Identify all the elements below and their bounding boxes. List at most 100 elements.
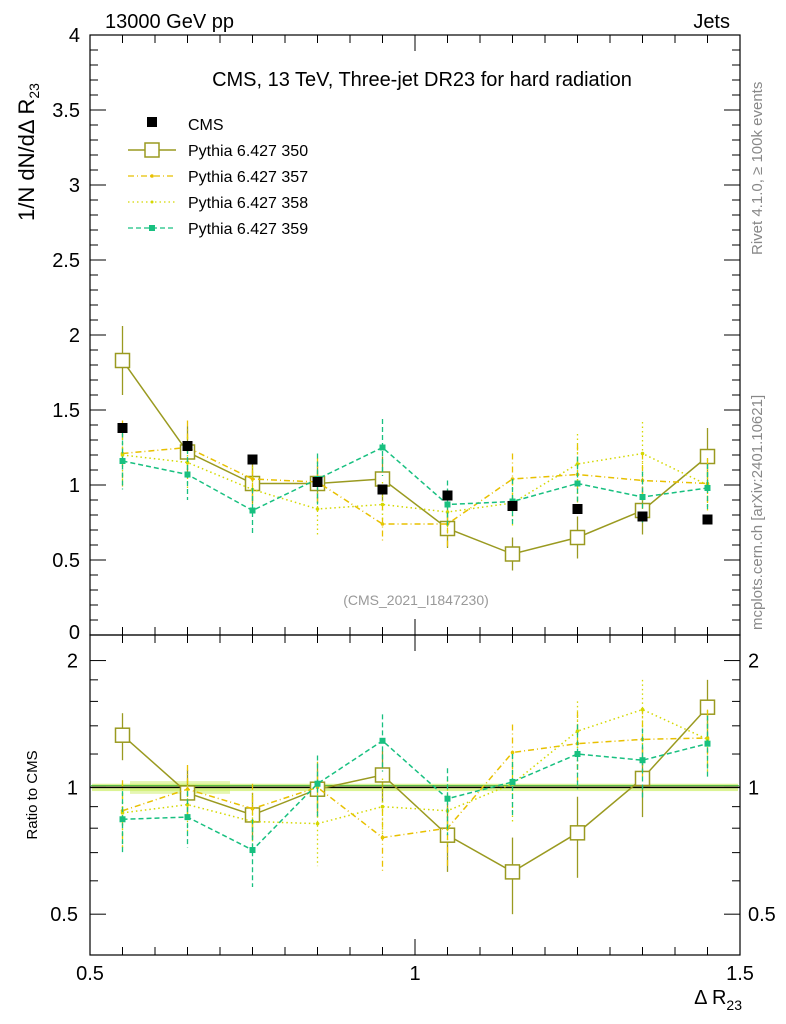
- header-right: Jets: [693, 11, 730, 33]
- legend-marker-359: [149, 225, 155, 231]
- y-tick-label-ratio-right: 1: [748, 777, 759, 799]
- series-4-point: [249, 507, 256, 514]
- y-tick-label-main: 2: [69, 325, 80, 347]
- ratio-series-4-point: [704, 740, 711, 747]
- y-axis-label-ratio: Ratio to CMS: [24, 750, 41, 839]
- y-tick-label-main: 0: [69, 622, 80, 644]
- series-1-line: [121, 360, 708, 555]
- ratio-series-3-line: [122, 708, 708, 825]
- series-1-point: [374, 471, 391, 487]
- cms-point: [637, 511, 648, 522]
- cms-point: [572, 504, 583, 514]
- ratio-series-4-point: [184, 814, 191, 821]
- series-3-point: [575, 462, 580, 466]
- ratio-series-3-point: [640, 707, 645, 712]
- y-tick-label-main: 4: [69, 25, 80, 47]
- ratio-series-4-point: [639, 757, 646, 764]
- series-4-point: [574, 480, 581, 487]
- ratio-series-4-line: [122, 739, 708, 851]
- x-tick-label: 1.5: [726, 963, 754, 985]
- ratio-series-1-point: [374, 767, 391, 783]
- series-4-point: [184, 471, 191, 478]
- ratio-series-3-point: [120, 811, 125, 815]
- series-2-line: [122, 446, 708, 525]
- series-3-point: [315, 507, 320, 511]
- y-tick-label-main: 0.5: [52, 550, 80, 572]
- series-3-point: [640, 451, 645, 456]
- x-axis-label-sub: 23: [726, 997, 742, 1013]
- y-tick-label-main: 1.5: [52, 400, 80, 422]
- watermark: (CMS_2021_I1847230): [343, 592, 489, 608]
- legend-label-358: Pythia 6.427 358: [188, 195, 308, 212]
- legend: CMS Pythia 6.427 350 Pythia 6.427 357 Py…: [128, 117, 308, 238]
- x-tick-label: 1: [409, 963, 420, 985]
- ratio-series-4-point: [574, 751, 581, 758]
- series-1-point: [504, 546, 521, 562]
- y-tick-label-ratio-right: 0.5: [748, 904, 776, 926]
- ratio-series-4-point: [249, 847, 256, 854]
- y-tick-label-main: 2.5: [52, 250, 80, 272]
- cms-point: [182, 441, 193, 451]
- series-3-line: [122, 452, 708, 513]
- cms-point: [702, 514, 713, 525]
- ratio-series-4-point: [119, 816, 126, 823]
- y-tick-label-ratio: 0.5: [50, 904, 78, 926]
- legend-label-357: Pythia 6.427 357: [188, 169, 308, 186]
- ratio-series-3-point: [380, 804, 385, 809]
- series-3-point: [380, 502, 385, 507]
- series-2-point: [250, 477, 255, 481]
- series-4-point: [444, 501, 451, 508]
- legend-marker-357: [150, 174, 154, 178]
- cms-point: [312, 477, 323, 487]
- cms-point: [247, 454, 258, 465]
- legend-marker-358: [150, 200, 154, 204]
- series-4-point: [639, 494, 646, 500]
- ratio-series-3-point: [575, 729, 580, 733]
- ratio-series-1-line: [122, 706, 709, 873]
- y-tick-label-ratio: 2: [67, 651, 78, 673]
- x-axis-label: Δ R23: [694, 987, 742, 1013]
- series-3-point: [120, 453, 125, 457]
- y-tick-label-ratio-right: 2: [748, 651, 759, 673]
- legend-marker-350: [144, 142, 160, 158]
- y-axis-label-main: 1/N dN/dΔ R23: [14, 83, 42, 221]
- ratio-series-4-point: [509, 778, 516, 785]
- series-1-point: [114, 352, 131, 369]
- series-3-point: [445, 510, 450, 514]
- cms-point: [507, 501, 518, 511]
- series-4-point: [704, 485, 711, 491]
- rivet-label: Rivet 4.1.0, ≥ 100k events: [749, 82, 766, 255]
- ratio-series-4-point: [444, 795, 451, 802]
- chart-marks: 0.5 1 1.5 0 0.5 1 1.5 2 2.5 3 3.5 4 0.5 0.5 1 1 2 2: [50, 25, 776, 985]
- ratio-series-2-line: [122, 737, 708, 839]
- header-left: 13000 GeV pp: [105, 11, 234, 33]
- legend-marker-cms: [147, 117, 157, 127]
- legend-label-359: Pythia 6.427 359: [188, 221, 308, 238]
- ratio-series-3-point: [315, 821, 320, 826]
- y-tick-label-ratio: 1: [67, 777, 78, 799]
- legend-label-350: Pythia 6.427 350: [188, 143, 308, 160]
- x-tick-label: 0.5: [76, 963, 104, 985]
- legend-label-cms: CMS: [188, 117, 224, 134]
- series-1-point: [569, 529, 586, 546]
- cms-point: [117, 423, 128, 433]
- ratio-series-3-point: [185, 802, 190, 807]
- ratio-series-1-point: [114, 727, 131, 743]
- y-tick-label-main: 3: [69, 175, 80, 197]
- ratio-series-3-point: [705, 737, 710, 742]
- mcplots-label: mcplots.cern.ch [arXiv:2401.10621]: [749, 395, 766, 630]
- ratio-series-1-point: [569, 825, 586, 841]
- ratio-series-4-point: [379, 737, 386, 744]
- cms-point: [442, 490, 453, 501]
- ratio-series-1-point: [504, 864, 521, 880]
- series-4-point: [379, 444, 386, 451]
- series-3-point: [185, 460, 190, 465]
- cms-point: [377, 484, 388, 495]
- chart-title: CMS, 13 TeV, Three-jet DR23 for hard rad…: [212, 69, 632, 91]
- ratio-series-4-point: [314, 780, 321, 787]
- x-axis-label-main: Δ R: [694, 987, 726, 1009]
- y-tick-label-main: 1: [69, 475, 80, 497]
- svg-text:1/N dN/dΔ R23: 1/N dN/dΔ R23: [14, 83, 42, 221]
- series-4-point: [119, 458, 126, 464]
